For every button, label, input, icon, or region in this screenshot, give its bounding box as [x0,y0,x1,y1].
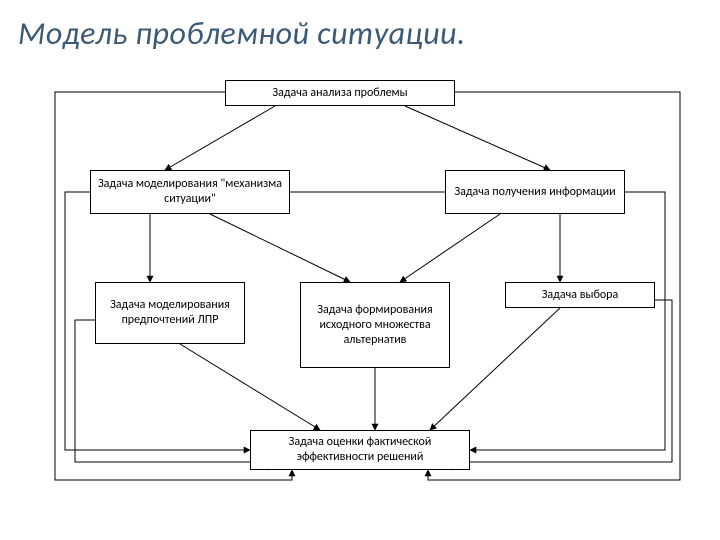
node-mid-left: Задача моделирования "механизма ситуации… [90,170,290,214]
node-bot-c: Задача выбора [505,282,655,308]
node-bot-b: Задача формирования исходного множества … [300,282,450,368]
node-top: Задача анализа проблемы [225,80,455,106]
node-bot-a: Задача моделирования предпочтений ЛПР [95,282,245,344]
node-mid-right: Задача получения информации [445,170,625,214]
page-title: Модель проблемной ситуации. [18,14,466,53]
node-bottom: Задача оценки фактической эффективности … [250,430,470,470]
